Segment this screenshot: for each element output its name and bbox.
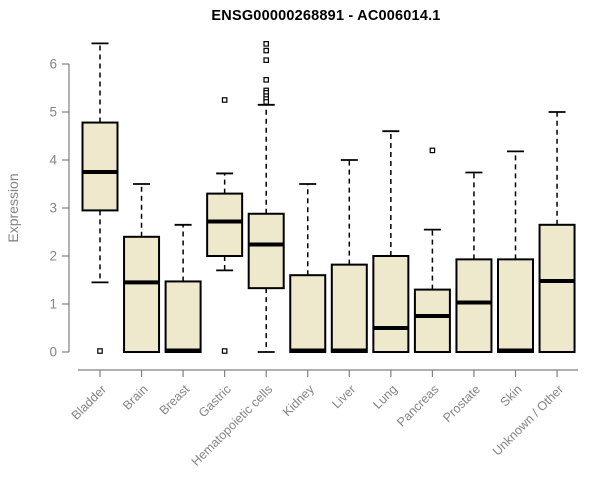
x-tick-label-unknown-other: Unknown / Other — [490, 382, 566, 458]
y-tick-label-2: 2 — [49, 249, 57, 264]
x-tick-label-prostate: Prostate — [440, 382, 483, 425]
iqr-box — [206, 192, 244, 258]
y-tick-label-1: 1 — [49, 297, 57, 312]
x-tick-label-gastric: Gastric — [196, 382, 234, 420]
boxplot-liver — [330, 159, 368, 354]
iqr-box — [455, 258, 493, 353]
y-tick-label-6: 6 — [49, 57, 57, 72]
chart-title: ENSG00000268891 - AC006014.1 — [211, 8, 441, 24]
y-axis-title: Expression — [5, 173, 21, 243]
outlier-point-1 — [221, 348, 228, 354]
outlier-point-0 — [429, 147, 436, 154]
boxplot-pancreas — [413, 147, 451, 354]
x-tick-label-liver: Liver — [329, 382, 358, 411]
outlier-point-3 — [263, 77, 270, 83]
boxplot-prostate — [455, 171, 493, 353]
iqr-box — [164, 280, 202, 353]
y-tick-label-4: 4 — [49, 153, 57, 168]
iqr-box — [123, 235, 161, 353]
boxplot-brain — [123, 183, 161, 353]
boxplot-bladder — [81, 42, 119, 354]
y-tick-label-0: 0 — [49, 345, 57, 360]
x-tick-label-breast: Breast — [157, 382, 193, 418]
outlier-point-0 — [263, 41, 270, 47]
iqr-box — [81, 121, 119, 212]
y-tick-label-3: 3 — [49, 201, 57, 216]
boxplot-hematopoietic-cells — [247, 41, 285, 353]
outlier-point-0 — [221, 97, 228, 103]
boxplot-gastric — [206, 97, 244, 354]
x-tick-label-bladder: Bladder — [69, 382, 109, 422]
outlier-point-8 — [263, 99, 270, 105]
boxplot-kidney — [289, 183, 327, 354]
outlier-point-0 — [97, 348, 103, 354]
boxplot-unknown-other — [538, 111, 576, 353]
x-tick-label-skin: Skin — [498, 382, 525, 409]
x-tick-label-brain: Brain — [120, 382, 151, 413]
x-tick-label-pancreas: Pancreas — [394, 382, 441, 429]
iqr-box — [372, 255, 410, 353]
outlier-point-1 — [263, 47, 270, 54]
x-tick-label-kidney: Kidney — [280, 382, 317, 419]
iqr-box — [413, 288, 451, 354]
x-tick-label-hematopoietic-cells: Hematopoietic cells — [189, 382, 276, 469]
iqr-box — [538, 223, 576, 353]
iqr-box — [289, 274, 327, 354]
boxplot-skin — [497, 150, 534, 353]
iqr-box — [497, 258, 534, 353]
outlier-point-2 — [263, 57, 270, 63]
boxplot-breast — [164, 223, 202, 353]
boxplot-lung — [372, 130, 410, 353]
iqr-box — [330, 263, 368, 354]
y-tick-label-5: 5 — [49, 105, 57, 120]
x-tick-label-lung: Lung — [370, 382, 400, 412]
iqr-box — [247, 212, 285, 290]
